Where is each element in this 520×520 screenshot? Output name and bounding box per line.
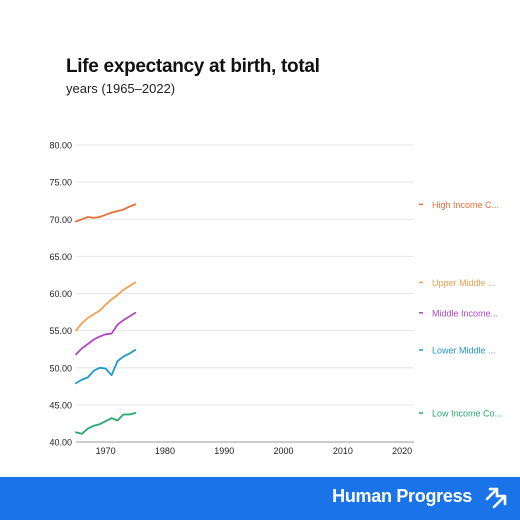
x-axis: 1970 1980 1990 2000 2010 2020	[96, 446, 413, 456]
grid-lines	[76, 144, 414, 443]
brand-name: Human Progress	[332, 486, 472, 506]
chart-subtitle: years (1965–2022)	[66, 81, 176, 96]
y-tick-label: 50.00	[49, 363, 72, 373]
y-tick-label: 65.00	[49, 252, 72, 262]
double-arrow-up-right-icon	[484, 486, 510, 515]
x-tick-label: 1970	[96, 446, 116, 456]
legend-label: Low Income Co...	[432, 409, 502, 419]
series-lines	[75, 203, 137, 435]
legend-label: Lower Middle ...	[432, 345, 496, 355]
x-tick-label: 2000	[274, 446, 294, 456]
y-axis: 40.00 45.00 50.00 55.00 60.00 65.00 70.00 75.00…	[49, 141, 72, 448]
y-tick-label: 80.00	[49, 141, 72, 151]
legend: High Income C... Upper Middle ... Middle I…	[419, 200, 502, 419]
y-tick-label: 75.00	[49, 178, 72, 188]
series-line	[75, 348, 137, 385]
x-tick-label: 1990	[214, 446, 234, 456]
y-tick-label: 40.00	[49, 438, 72, 448]
footer-bar: Human Progress	[0, 477, 520, 520]
x-tick-label: 1980	[155, 446, 175, 456]
x-tick-label: 2010	[333, 446, 353, 456]
series-line	[75, 281, 137, 332]
series-line	[75, 311, 137, 356]
line-chart: 40.00 45.00 50.00 55.00 60.00 65.00 70.00 75.00…	[49, 141, 502, 457]
legend-label: High Income C...	[432, 200, 499, 210]
legend-label: Upper Middle ...	[432, 278, 496, 288]
y-tick-label: 70.00	[49, 215, 72, 225]
y-tick-label: 45.00	[49, 400, 72, 410]
series-line	[75, 412, 137, 435]
legend-label: Middle Income...	[432, 308, 498, 318]
y-tick-label: 55.00	[49, 326, 72, 336]
chart-title: Life expectancy at birth, total	[66, 56, 320, 77]
series-line	[75, 203, 137, 223]
x-tick-label: 2020	[392, 446, 412, 456]
y-tick-label: 60.00	[49, 289, 72, 299]
